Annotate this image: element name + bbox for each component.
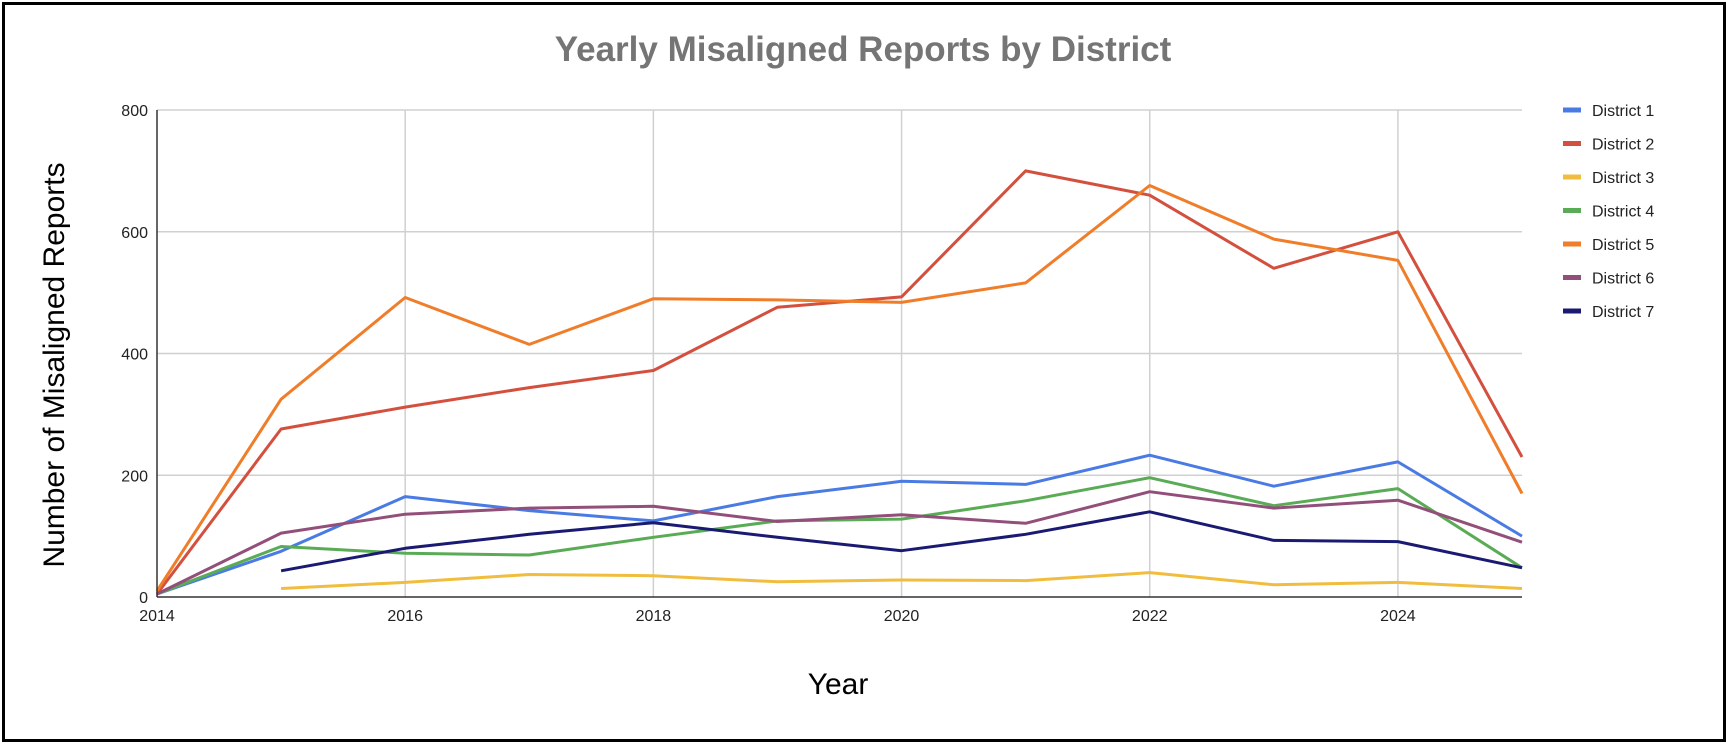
x-tick-label: 2022 [1132, 608, 1168, 625]
legend-label-7: District 7 [1592, 304, 1654, 321]
legend-label-1: District 1 [1592, 103, 1654, 120]
series-line-7 [280, 510, 1523, 573]
series-line-5 [155, 184, 1524, 592]
series-line-3 [281, 571, 1523, 590]
series-line-1 [156, 453, 1523, 596]
x-tick-label: 2018 [636, 608, 672, 625]
x-tick-label: 2014 [139, 608, 175, 625]
legend-label-4: District 4 [1592, 204, 1654, 221]
y-tick-label: 200 [121, 468, 148, 485]
legend-label-2: District 2 [1592, 137, 1654, 154]
y-tick-label: 600 [121, 225, 148, 242]
x-tick-label: 2016 [387, 608, 423, 625]
chart-title: Yearly Misaligned Reports by District [554, 30, 1172, 69]
series-line-4 [156, 476, 1523, 596]
y-tick-label: 400 [121, 347, 148, 364]
x-axis-label: Year [807, 668, 869, 701]
legend-label-5: District 5 [1592, 237, 1654, 254]
y-tick-label: 800 [121, 103, 148, 120]
series-line-6 [156, 490, 1523, 596]
legend-label-6: District 6 [1592, 271, 1654, 288]
series-line-2 [155, 169, 1524, 595]
legend-label-3: District 3 [1592, 170, 1654, 187]
x-tick-label: 2020 [884, 608, 920, 625]
y-tick-label: 0 [139, 590, 148, 607]
x-tick-label: 2024 [1380, 608, 1416, 625]
